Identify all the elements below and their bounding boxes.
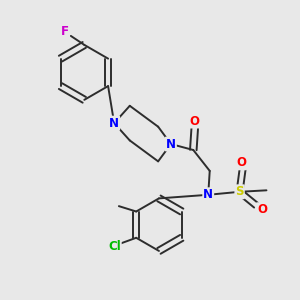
Text: N: N [166, 137, 176, 151]
Text: N: N [203, 188, 213, 201]
Text: N: N [109, 117, 119, 130]
Text: O: O [236, 156, 246, 169]
Text: F: F [61, 25, 69, 38]
Text: Cl: Cl [108, 240, 121, 253]
Text: O: O [257, 203, 267, 216]
Text: S: S [235, 185, 244, 198]
Text: O: O [190, 115, 200, 128]
